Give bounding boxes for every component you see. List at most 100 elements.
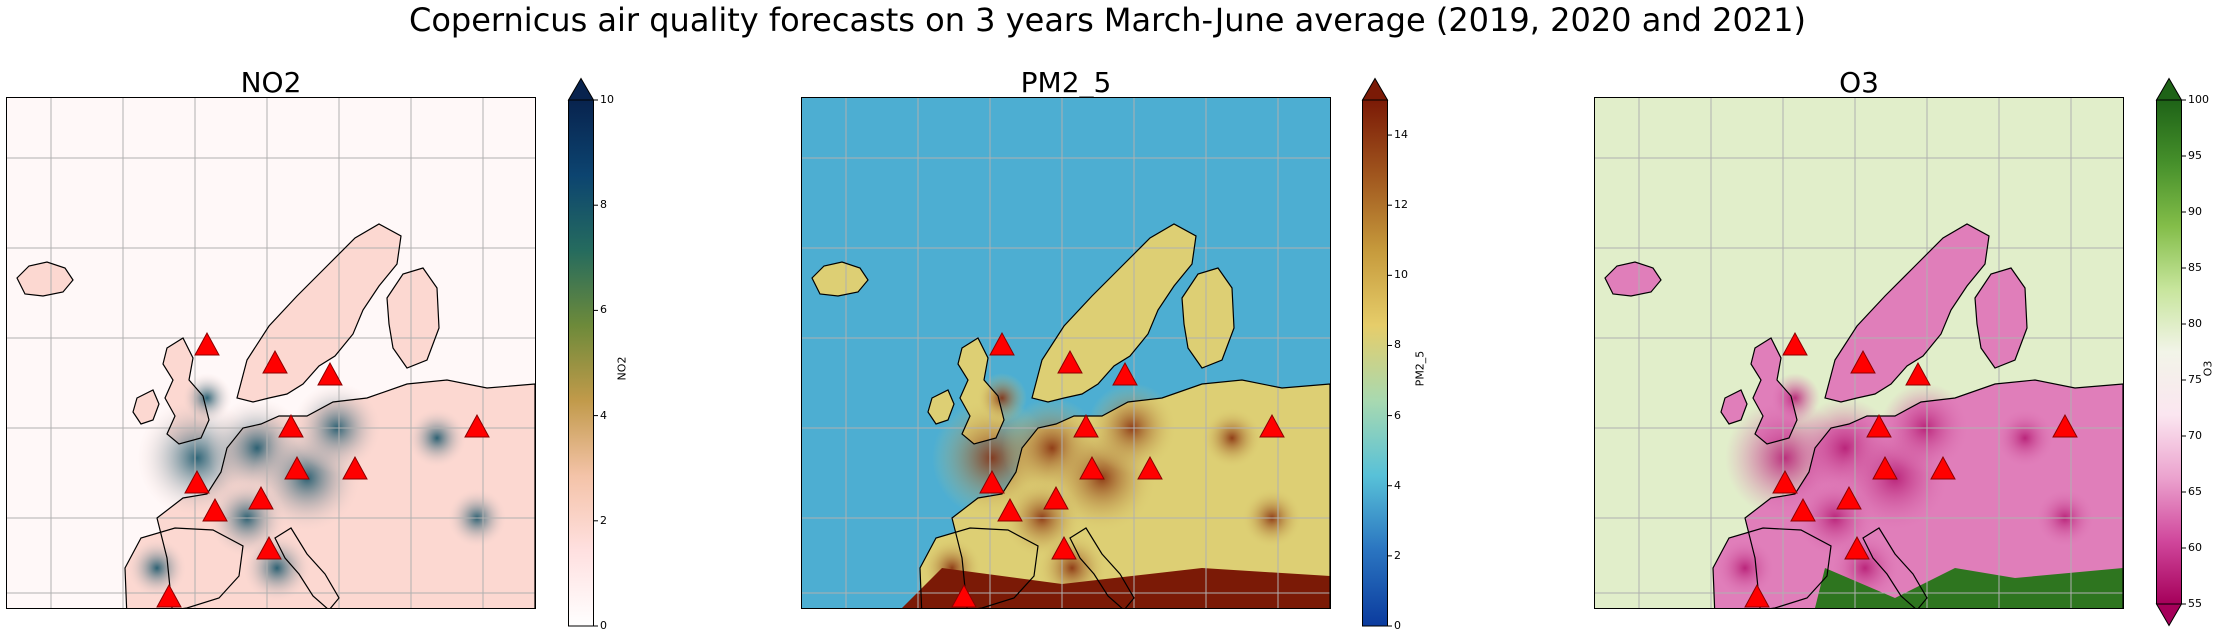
colorbar-tick-label: 75 xyxy=(2188,373,2202,386)
colorbar-tick-label: 12 xyxy=(1394,198,1408,212)
station-marker xyxy=(1137,455,1163,480)
concentration-hotspot xyxy=(242,533,312,603)
station-marker xyxy=(342,455,368,480)
panel-title-no2: NO2 xyxy=(240,66,302,99)
coastline xyxy=(162,337,210,445)
station-marker xyxy=(248,485,274,510)
station-marker xyxy=(317,361,343,386)
coastline xyxy=(1031,223,1197,403)
colorbar-extend-max xyxy=(567,77,595,101)
station-marker xyxy=(284,455,310,480)
colorbar-tick-label: 6 xyxy=(1394,408,1401,422)
station-marker xyxy=(1051,535,1077,560)
colorbar-gradient xyxy=(568,99,594,627)
colorbar-tick-label: 55 xyxy=(2188,597,2202,610)
coastline xyxy=(386,267,440,369)
station-marker xyxy=(989,331,1015,356)
sahara-dust-area xyxy=(902,568,1330,608)
colorbar-tick-label: 6 xyxy=(600,303,607,317)
map-no2 xyxy=(6,97,536,609)
station-marker xyxy=(1930,455,1956,480)
coastline xyxy=(1069,527,1135,608)
colorbar-pm25 xyxy=(1361,77,1392,627)
land-area xyxy=(928,390,954,424)
coastline xyxy=(1862,527,1928,608)
colorbar-tick-label: 2 xyxy=(1394,548,1401,562)
coastline xyxy=(951,379,1330,608)
colorbar-tick-label: 4 xyxy=(1394,478,1401,492)
coastline xyxy=(1720,389,1748,425)
colorbar-tick-label: 85 xyxy=(2188,261,2202,274)
colorbar-tick-label: 8 xyxy=(1394,338,1401,352)
coastline xyxy=(1712,527,1832,608)
colorbar-tick-label: 80 xyxy=(2188,317,2202,330)
coastline xyxy=(1974,267,2028,369)
coastline xyxy=(811,261,869,297)
colorbar-tick-label: 4 xyxy=(600,408,607,422)
coastline xyxy=(927,389,955,425)
station-marker xyxy=(1772,469,1798,494)
station-marker xyxy=(1872,455,1898,480)
colorbar-tick-label: 65 xyxy=(2188,485,2202,498)
colorbar-tick-label: 10 xyxy=(1394,268,1408,282)
coastline xyxy=(1181,267,1235,369)
station-marker xyxy=(202,497,228,522)
station-marker xyxy=(1112,361,1138,386)
station-marker xyxy=(256,535,282,560)
station-marker xyxy=(1043,485,1069,510)
colorbar-tick-label: 2 xyxy=(600,513,607,527)
station-marker xyxy=(184,469,210,494)
land-area xyxy=(1182,268,1234,368)
coastline xyxy=(124,527,244,608)
colorbar-tick-label: 0 xyxy=(1394,619,1401,632)
coastline xyxy=(1744,379,2123,608)
station-marker xyxy=(997,497,1023,522)
panel-title-pm25: PM2_5 xyxy=(1020,66,1112,99)
coastline xyxy=(274,527,340,608)
coastline xyxy=(156,379,535,608)
station-marker xyxy=(1844,535,1870,560)
colorbar-tick-label: 70 xyxy=(2188,429,2202,442)
colorbar-extend-max xyxy=(1361,77,1389,101)
concentration-hotspot xyxy=(1995,408,2055,468)
colorbar-label-o3: O3 xyxy=(2201,360,2215,377)
station-marker xyxy=(1790,497,1816,522)
station-marker xyxy=(1782,331,1808,356)
land-area xyxy=(387,268,439,368)
station-marker xyxy=(1850,349,1876,374)
station-marker xyxy=(1079,455,1105,480)
station-marker xyxy=(1905,361,1931,386)
coastline xyxy=(16,261,74,297)
colorbar-extend-max xyxy=(2155,77,2183,101)
colorbar-tick-label: 100 xyxy=(2188,93,2209,106)
map-o3 xyxy=(1594,97,2124,609)
coastline xyxy=(919,527,1039,608)
station-marker xyxy=(951,583,977,608)
mediterranean-ozone-area xyxy=(1815,568,2123,608)
figure-title: Copernicus air quality forecasts on 3 ye… xyxy=(409,1,1806,39)
coastline xyxy=(1824,223,1990,403)
colorbar-o3 xyxy=(2155,77,2186,627)
coastline xyxy=(236,223,402,403)
station-marker xyxy=(1073,413,1099,438)
station-marker xyxy=(1744,583,1770,608)
concentration-hotspot xyxy=(1202,408,1262,468)
colorbar-label-no2: NO2 xyxy=(615,356,629,381)
land-area xyxy=(1975,268,2027,368)
colorbar-gradient xyxy=(1362,99,1388,627)
colorbar-tick-label: 0 xyxy=(600,619,607,632)
concentration-hotspot xyxy=(407,408,467,468)
map-pm25 xyxy=(801,97,1331,609)
station-marker xyxy=(194,331,220,356)
station-marker xyxy=(262,349,288,374)
station-marker xyxy=(1866,413,1892,438)
colorbar-no2 xyxy=(567,77,598,627)
station-marker xyxy=(979,469,1005,494)
station-marker xyxy=(1836,485,1862,510)
land-area xyxy=(1721,390,1747,424)
colorbar-tick-label: 95 xyxy=(2188,149,2202,162)
coastline xyxy=(1750,337,1798,445)
coastline xyxy=(1604,261,1662,297)
colorbar-tick-label: 60 xyxy=(2188,541,2202,554)
colorbar-extend-min xyxy=(2155,603,2183,627)
